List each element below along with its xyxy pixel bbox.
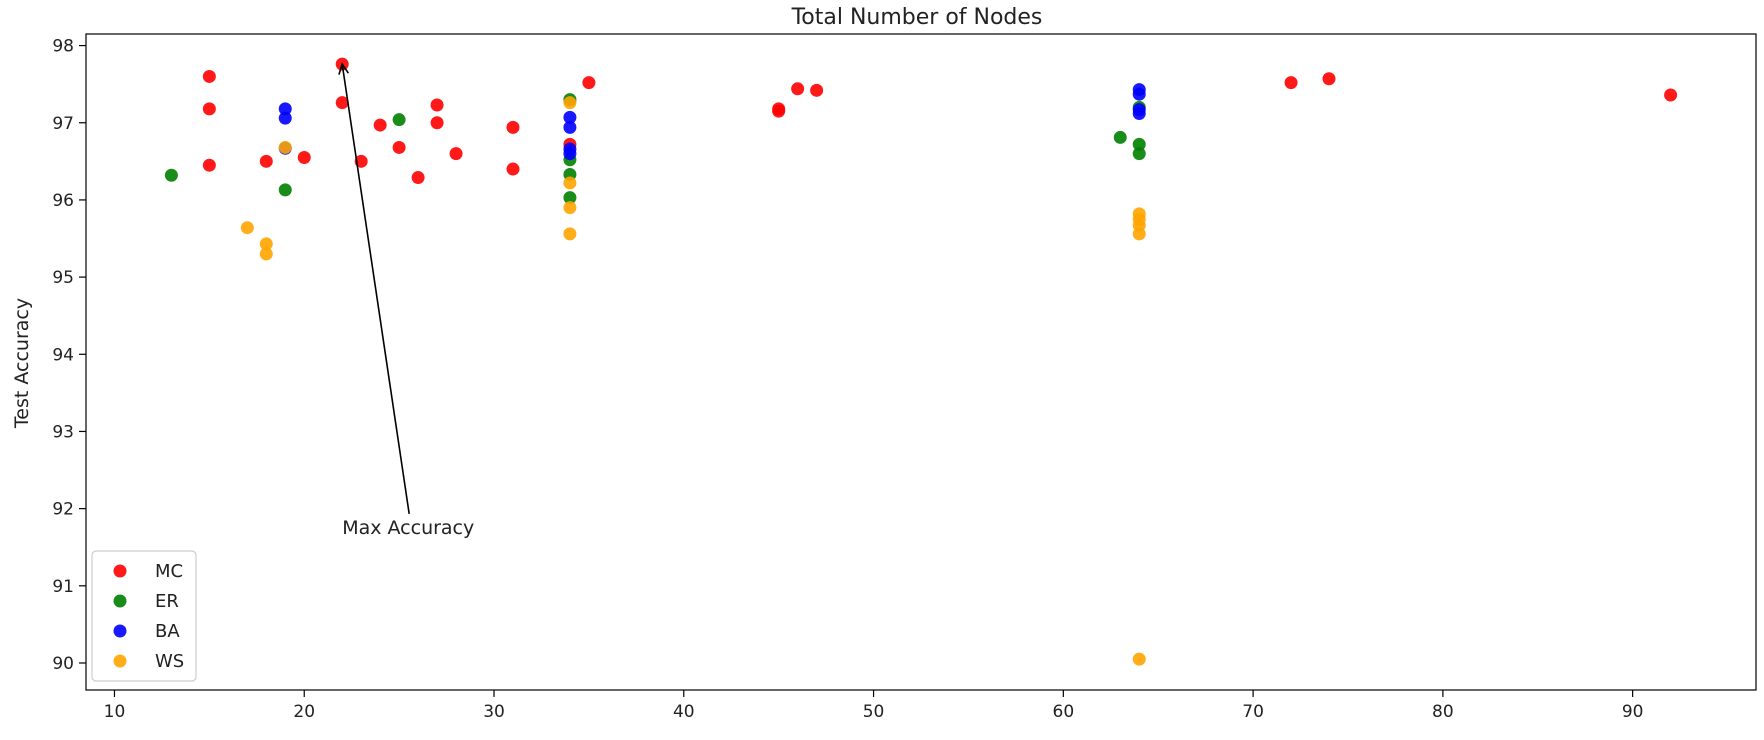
x-tick-label: 30 [483, 702, 505, 722]
point-ba [563, 110, 577, 124]
point-mc [259, 154, 273, 168]
point-mc [506, 162, 520, 176]
point-ws [563, 176, 577, 190]
point-ws [259, 247, 273, 261]
point-ws [563, 96, 577, 110]
point-mc [506, 120, 520, 134]
annotation-text: Max Accuracy [342, 517, 474, 539]
x-tick-label: 50 [863, 702, 885, 722]
point-mc [202, 102, 216, 116]
x-tick-label: 80 [1432, 702, 1454, 722]
x-tick-label: 70 [1242, 702, 1264, 722]
legend-marker-ws [113, 654, 127, 668]
y-tick-label: 96 [52, 191, 74, 211]
point-mc [449, 147, 463, 161]
point-er [1132, 147, 1146, 161]
point-mc [202, 69, 216, 83]
legend-label-er: ER [155, 591, 179, 612]
point-ba [1132, 106, 1146, 120]
point-er [278, 183, 292, 197]
point-mc [297, 150, 311, 164]
point-mc [1322, 72, 1336, 86]
legend-box [91, 550, 197, 682]
point-mc [430, 98, 444, 112]
point-er [563, 191, 577, 205]
point-mc [791, 82, 805, 96]
legend-marker-er [113, 594, 127, 608]
point-mc [202, 158, 216, 172]
point-ws [259, 237, 273, 251]
point-ba [278, 111, 292, 125]
y-tick-label: 98 [52, 37, 74, 57]
point-ws [278, 140, 292, 154]
point-er [392, 113, 406, 127]
point-mc [810, 83, 824, 97]
legend-label-ba: BA [155, 621, 180, 642]
plot-frame [85, 33, 1757, 691]
y-tick-label: 90 [52, 654, 74, 674]
x-tick-label: 20 [293, 702, 315, 722]
point-mc [1284, 76, 1298, 90]
x-tick-label: 60 [1053, 702, 1075, 722]
y-tick-label: 91 [52, 577, 74, 597]
point-ws [240, 221, 254, 235]
legend-marker-mc [113, 564, 127, 578]
x-tick-label: 90 [1622, 702, 1644, 722]
annotation-arrow [341, 63, 410, 515]
point-mc [373, 118, 387, 132]
y-tick-label: 93 [52, 422, 74, 442]
y-axis-label: Test Accuracy [11, 298, 33, 429]
point-mc [430, 116, 444, 130]
point-er [1132, 137, 1146, 151]
legend-label-mc: MC [155, 561, 183, 582]
point-ws [1132, 652, 1146, 666]
point-mc [411, 171, 425, 185]
point-mc [582, 76, 596, 90]
y-tick-label: 94 [52, 345, 74, 365]
y-tick-label: 92 [52, 500, 74, 520]
point-ws [563, 201, 577, 215]
point-ba [563, 120, 577, 134]
point-mc [772, 104, 786, 118]
x-tick-label: 10 [104, 702, 126, 722]
point-mc [1664, 88, 1678, 102]
annotation-arrowhead [338, 62, 350, 75]
point-er [1113, 130, 1127, 144]
point-ba [278, 102, 292, 116]
plot-area: 10 20 30 40 50 60 70 80 90 90 91 92 93 94 95 96 97 98 Max … [52, 33, 1757, 722]
point-ba [1132, 87, 1146, 101]
point-ws [1132, 227, 1146, 241]
point-ws [563, 227, 577, 241]
legend-marker-ba [113, 624, 127, 638]
point-mc [335, 96, 349, 110]
point-ba [563, 147, 577, 161]
y-tick-label: 97 [52, 114, 74, 134]
y-tick-label: 95 [52, 268, 74, 288]
x-tick-label: 40 [673, 702, 695, 722]
chart-title: Total Number of Nodes [791, 5, 1043, 30]
point-er [164, 168, 178, 182]
legend-label-ws: WS [155, 651, 184, 672]
point-mc [392, 140, 406, 154]
